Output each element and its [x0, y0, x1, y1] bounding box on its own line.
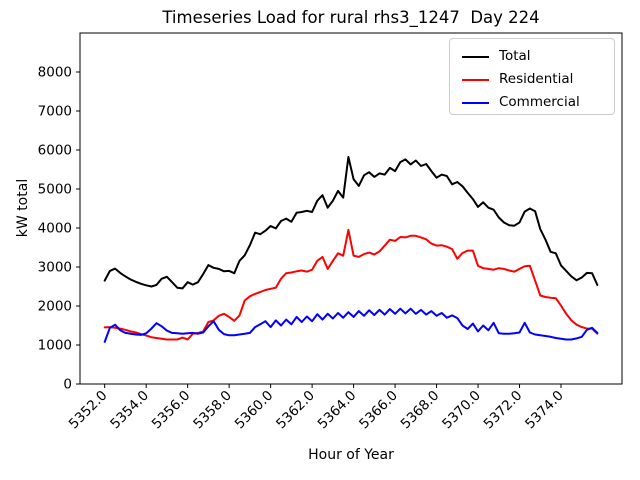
legend-label-residential: Residential	[499, 70, 574, 87]
legend: Total Residential Commercial	[449, 38, 615, 115]
legend-item-total: Total	[462, 45, 604, 68]
y-tick-label: 0	[63, 377, 72, 393]
residential-line-swatch	[462, 78, 489, 81]
series-line-residential	[103, 228, 599, 341]
plot-frame	[79, 32, 623, 385]
x-tick-label: 5364.0	[315, 388, 360, 433]
series-lines	[103, 156, 599, 343]
series-line-total	[103, 156, 599, 290]
legend-label-total: Total	[499, 47, 531, 64]
legend-label-commercial: Commercial	[499, 93, 580, 110]
legend-item-residential: Residential	[462, 68, 604, 91]
x-tick-label: 5352.0	[66, 388, 111, 433]
y-tick-label: 1000	[38, 338, 72, 354]
x-tick-label: 5370.0	[439, 388, 484, 433]
y-axis-label: kW total	[15, 179, 31, 237]
x-tick-label: 5372.0	[481, 388, 526, 433]
x-tick-label: 5360.0	[232, 388, 277, 433]
y-tick-label: 3000	[38, 260, 72, 276]
x-tick-label: 5358.0	[190, 388, 235, 433]
y-tick-label: 6000	[38, 143, 72, 159]
commercial-line-swatch	[462, 101, 489, 104]
x-tick-label: 5368.0	[398, 388, 443, 433]
y-tick-label: 8000	[38, 65, 72, 81]
chart-title: Timeseries Load for rural rhs3_1247 Day …	[161, 8, 539, 28]
x-axis-label: Hour of Year	[308, 447, 394, 463]
y-tick-label: 4000	[38, 221, 72, 237]
x-tick-label: 5354.0	[107, 388, 152, 433]
legend-item-commercial: Commercial	[462, 91, 604, 114]
x-tick-label: 5362.0	[273, 388, 318, 433]
y-tick-label: 5000	[38, 182, 72, 198]
y-tick-label: 2000	[38, 299, 72, 315]
y-tick-label: 7000	[38, 104, 72, 120]
x-tick-label: 5356.0	[149, 388, 194, 433]
x-tick-label: 5374.0	[522, 388, 567, 433]
series-line-commercial	[103, 307, 599, 343]
x-tick-label: 5366.0	[356, 388, 401, 433]
total-line-swatch	[462, 55, 489, 58]
